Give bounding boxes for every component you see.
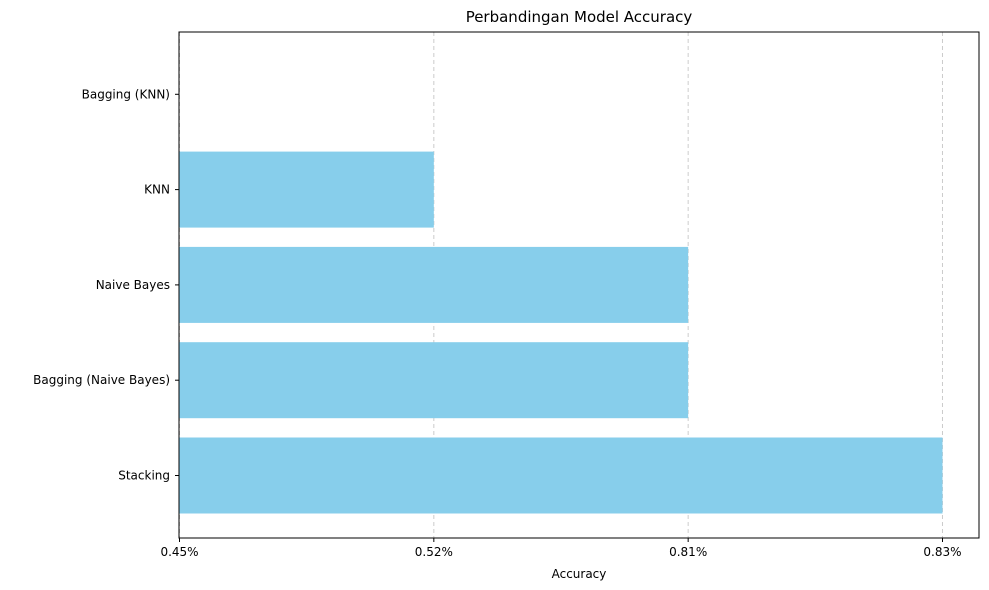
bar-layer: [179, 151, 943, 514]
y-tick-label: Bagging (Naive Bayes): [33, 373, 170, 387]
x-tick-label: 0.81%: [669, 545, 707, 559]
y-axis: Stacking Bagging (Naive Bayes) Naive Bayes…: [33, 87, 179, 483]
x-tick-label: 0.83%: [923, 545, 961, 559]
bar: [179, 246, 689, 323]
x-tick-label: 0.45%: [160, 545, 198, 559]
y-tick-label: Stacking: [118, 469, 170, 483]
y-tick-label: Naive Bayes: [96, 278, 170, 292]
x-axis-label: Accuracy: [552, 567, 607, 581]
x-axis: 0.45% 0.52% 0.81% 0.83%: [160, 538, 962, 559]
bar: [179, 342, 689, 419]
bar: [179, 437, 943, 514]
y-tick-label: Bagging (KNN): [82, 87, 170, 101]
y-tick-label: KNN: [144, 183, 170, 197]
x-tick-label: 0.52%: [415, 545, 453, 559]
chart-title: Perbandingan Model Accuracy: [466, 8, 693, 26]
bar: [179, 151, 434, 228]
